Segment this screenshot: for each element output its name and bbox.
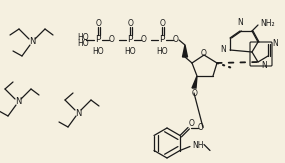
Text: HO: HO	[77, 39, 89, 49]
Text: O: O	[198, 123, 204, 132]
Text: P: P	[159, 36, 165, 44]
Text: O: O	[128, 18, 134, 28]
Text: N: N	[29, 37, 35, 46]
Text: O: O	[192, 89, 198, 97]
Text: P: P	[95, 36, 101, 44]
Text: O: O	[141, 36, 147, 44]
Text: P: P	[127, 36, 133, 44]
Text: NH₂: NH₂	[260, 18, 275, 28]
Polygon shape	[192, 76, 197, 88]
Text: NH: NH	[192, 141, 204, 150]
Text: N: N	[237, 18, 243, 27]
Text: HO: HO	[77, 34, 89, 43]
Text: O: O	[189, 119, 195, 128]
Text: O: O	[160, 18, 166, 28]
Text: N: N	[75, 109, 81, 118]
Text: HO: HO	[124, 47, 136, 57]
Text: HO: HO	[92, 47, 104, 57]
Text: N: N	[220, 45, 226, 54]
Text: O: O	[173, 36, 179, 44]
Text: O: O	[201, 49, 207, 58]
Text: N: N	[15, 97, 21, 106]
Text: HO: HO	[156, 47, 168, 57]
Polygon shape	[182, 45, 188, 57]
Text: N: N	[261, 60, 267, 69]
Text: N: N	[272, 39, 278, 49]
Text: O: O	[96, 18, 102, 28]
Text: O: O	[109, 36, 115, 44]
